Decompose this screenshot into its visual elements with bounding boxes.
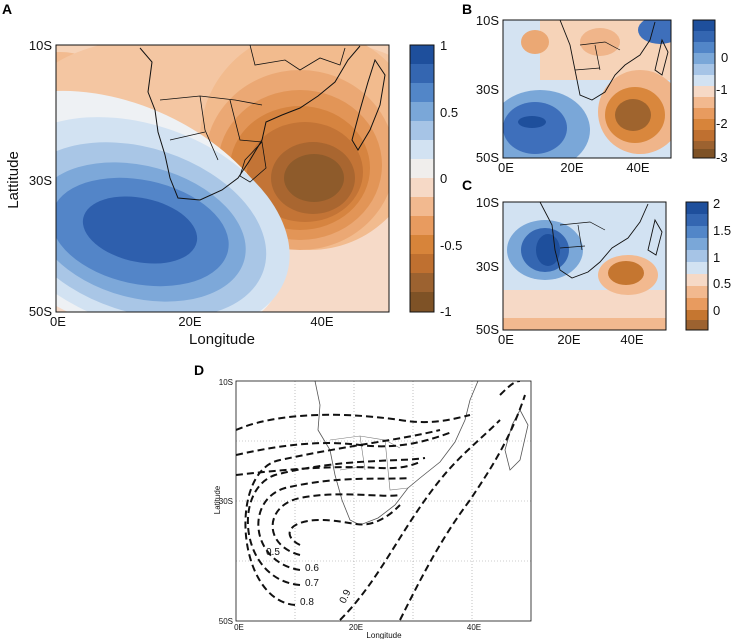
a-cbar-tick-neg0.5: -0.5 — [440, 238, 462, 253]
panel-a-map — [56, 45, 389, 312]
b-cbar-tick-0: 0 — [721, 50, 728, 65]
coastline-a — [139, 45, 361, 201]
a-cbar-tick-neg1: -1 — [440, 304, 452, 319]
a-ytick-10s: 10S — [29, 38, 52, 53]
b-ytick-10s: 10S — [476, 13, 499, 28]
panel-d-map — [236, 381, 531, 621]
panel-letter-c: C — [462, 177, 472, 193]
b-cbar-tick-neg2: -2 — [716, 116, 728, 131]
d-ylabel: Latitude — [213, 485, 222, 514]
d-contour-label-0.6: 0.6 — [305, 563, 319, 574]
panel-a: A — [2, 1, 462, 348]
d-ytick-10s: 10S — [219, 378, 233, 387]
d-contour-label-0.5: 0.5 — [266, 547, 280, 558]
b-ytick-50s: 50S — [476, 150, 499, 165]
panel-c-map — [503, 202, 666, 330]
c-cbar-tick-0: 0 — [713, 303, 720, 318]
b-xtick-20e: 20E — [560, 160, 583, 175]
c-cbar-tick-1: 1 — [713, 250, 720, 265]
c-ytick-30s: 30S — [476, 259, 499, 274]
map-a-frame — [55, 44, 390, 313]
c-xtick-40e: 40E — [620, 332, 643, 347]
colorbar-b: 0 -1 -2 -3 — [692, 19, 728, 165]
a-cbar-tick-1: 1 — [440, 38, 447, 53]
a-cbar-tick-0: 0 — [440, 171, 447, 186]
a-xtick-40e: 40E — [310, 314, 333, 329]
panel-letter-d: D — [194, 362, 204, 378]
b-cbar-tick-neg1: -1 — [716, 82, 728, 97]
c-ytick-50s: 50S — [476, 322, 499, 337]
madagascar-a — [351, 58, 386, 151]
colorbar-a: 1 0.5 0 -0.5 -1 — [409, 38, 462, 319]
d-xtick-20e: 20E — [349, 623, 363, 632]
b-xtick-0e: 0E — [498, 160, 514, 175]
colorbar-c: 2 1.5 1 0.5 0 — [685, 196, 731, 331]
d-ytick-50s: 50S — [219, 617, 233, 626]
c-ytick-10s: 10S — [476, 195, 499, 210]
d-contour-label-0.7: 0.7 — [305, 578, 319, 589]
d-xlabel: Longitude — [366, 631, 402, 639]
c-cbar-tick-2: 2 — [713, 196, 720, 211]
panel-c: C 10S 30S 50S 0E 20E 40E — [462, 177, 731, 347]
a-xtick-0e: 0E — [50, 314, 66, 329]
contours-d — [236, 381, 526, 621]
b-xtick-40e: 40E — [626, 160, 649, 175]
d-contour-label-0.9: 0.9 — [338, 588, 354, 606]
d-ytick-30s: 30S — [219, 497, 233, 506]
panel-letter-a: A — [2, 1, 12, 17]
borders-a — [159, 95, 267, 183]
panel-b: B 10S 30S 50S 0E 20E 40E — [462, 1, 728, 175]
a-xlabel: Longitude — [189, 331, 255, 348]
c-cbar-tick-1.5: 1.5 — [713, 223, 731, 238]
panel-letter-b: B — [462, 1, 472, 17]
a-xtick-20e: 20E — [178, 314, 201, 329]
b-cbar-tick-neg3: -3 — [716, 150, 728, 165]
b-ytick-30s: 30S — [476, 82, 499, 97]
a-ytick-50s: 50S — [29, 304, 52, 319]
d-xtick-0e: 0E — [234, 623, 244, 632]
panel-b-map — [503, 20, 671, 158]
c-xtick-0e: 0E — [498, 332, 514, 347]
d-xtick-40e: 40E — [467, 623, 481, 632]
a-ylabel: Lattitude — [5, 151, 22, 209]
c-xtick-20e: 20E — [557, 332, 580, 347]
a-cbar-tick-0.5: 0.5 — [440, 105, 458, 120]
d-contour-label-0.8: 0.8 — [300, 597, 314, 608]
a-ytick-30s: 30S — [29, 173, 52, 188]
panel-d: D — [194, 362, 532, 639]
c-cbar-tick-0.5: 0.5 — [713, 276, 731, 291]
